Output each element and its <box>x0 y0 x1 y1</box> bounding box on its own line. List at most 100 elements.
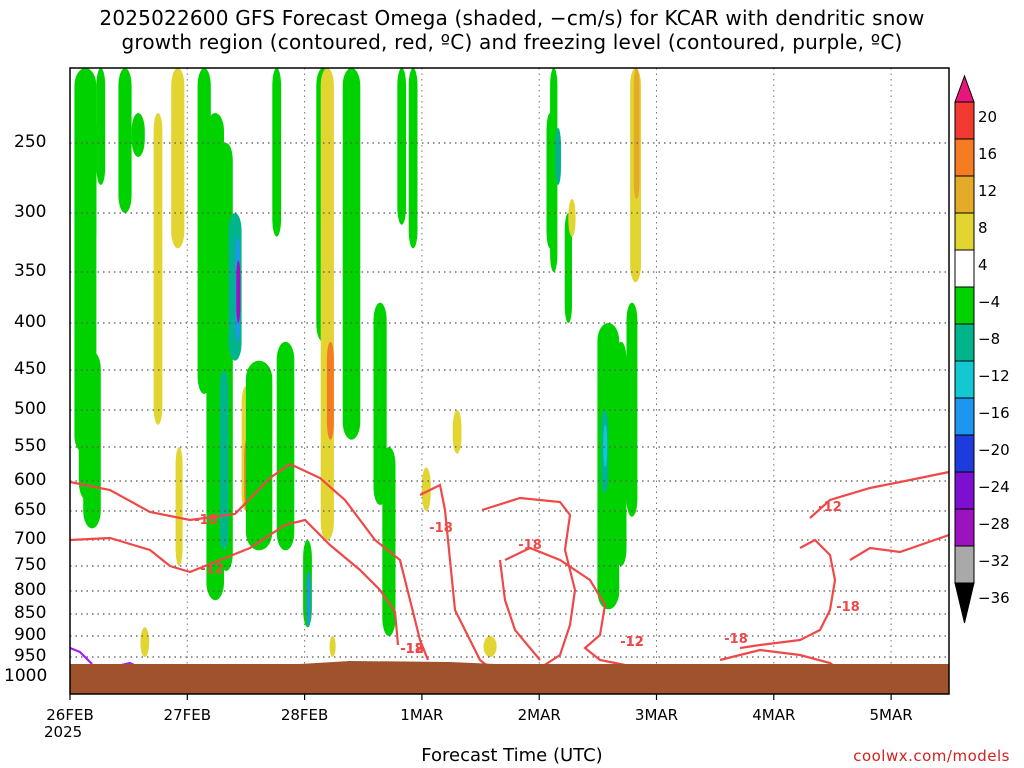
omega-cell-35 <box>140 627 150 657</box>
y-tick-label: 750 <box>14 555 47 575</box>
colorbar-swatch-12 <box>954 508 975 547</box>
omega-cell-36 <box>329 636 336 657</box>
y-tick-label: 250 <box>14 132 47 152</box>
omega-cell-15 <box>236 260 241 323</box>
y-tick-label: 950 <box>14 646 47 666</box>
contour-label-0: -18 <box>194 513 218 528</box>
omega-shading <box>74 68 641 657</box>
y-tick-label: 350 <box>14 261 47 281</box>
colorbar-label: −32 <box>978 552 1010 570</box>
y-tick-label: 400 <box>14 312 47 332</box>
colorbar-swatch-5 <box>954 249 975 288</box>
omega-cell-2 <box>83 351 101 529</box>
colorbar-label: 16 <box>978 145 998 163</box>
red-contour-5 <box>498 559 541 661</box>
x-tick-marks <box>69 694 892 700</box>
colorbar-label: 12 <box>978 182 998 200</box>
y-tick-label: 800 <box>14 580 47 600</box>
omega-cell-9 <box>175 447 183 566</box>
omega-cell-20 <box>276 341 295 551</box>
omega-cell-5 <box>118 68 132 213</box>
omega-cell-42 <box>568 199 576 237</box>
colorbar-label: −20 <box>978 441 1010 459</box>
colorbar-swatch-11 <box>954 471 975 510</box>
colorbar-label: −8 <box>978 330 1001 348</box>
colorbar-swatch-2 <box>954 138 975 177</box>
red-contour-8 <box>849 533 950 561</box>
colorbar-swatch-10 <box>954 434 975 473</box>
contour-label-9: -18 <box>400 642 424 657</box>
contour-label-4: -18 <box>518 538 542 553</box>
credit-link[interactable]: coolwx.com/models <box>853 747 1010 765</box>
red-contour-0 <box>69 462 430 661</box>
colorbar-label: −12 <box>978 367 1010 385</box>
omega-cell-43 <box>597 323 620 610</box>
x-tick-label: 5MAR <box>869 706 913 724</box>
colorbar-swatch-1 <box>954 101 975 140</box>
chart-title-line-1: 2025022600 GFS Forecast Omega (shaded, −… <box>99 6 925 30</box>
chart-title-line-2: growth region (contoured, red, ºC) and f… <box>121 30 903 54</box>
omega-cell-25 <box>320 68 334 540</box>
colorbar-swatch-3 <box>954 175 975 214</box>
omega-cell-41 <box>564 213 572 323</box>
colorbar-label: 4 <box>978 256 988 274</box>
contour-label-1: -12 <box>200 562 224 577</box>
colorbar-label: 8 <box>978 219 988 237</box>
omega-cell-45 <box>603 424 608 468</box>
purple-contour-0 <box>69 646 93 665</box>
omega-cell-29 <box>382 447 396 636</box>
plot-frame <box>69 67 950 695</box>
x-tick-label: 26FEB <box>46 706 94 724</box>
contour-label-5: -12 <box>620 635 644 650</box>
y-tick-label: 550 <box>14 436 47 456</box>
colorbar-swatch-13 <box>954 545 975 584</box>
colorbar-label: −36 <box>978 589 1010 607</box>
red-contour-2 <box>419 483 491 669</box>
omega-cell-21 <box>272 68 282 237</box>
y-tick-label: 300 <box>14 202 47 222</box>
omega-cell-19 <box>245 360 273 551</box>
x-tick-label: 4MAR <box>752 706 796 724</box>
y-tick-label: 700 <box>14 529 47 549</box>
omega-cell-40 <box>555 128 561 185</box>
omega-cell-32 <box>421 467 431 511</box>
contour-label-10: -12 <box>620 635 644 650</box>
x-tick-label: 1MAR <box>400 706 444 724</box>
contour-label-2: -18 <box>429 521 453 536</box>
omega-cell-27 <box>342 68 361 440</box>
omega-cell-34 <box>483 636 497 657</box>
colorbar <box>954 74 975 624</box>
x-axis-title: Forecast Time (UTC) <box>421 745 603 766</box>
colorbar-swatch-6 <box>954 286 975 325</box>
x-tick-label: 28FEB <box>280 706 329 724</box>
omega-cell-16 <box>219 370 229 551</box>
omega-cell-23 <box>306 571 311 628</box>
red-contour-4 <box>504 546 626 667</box>
red-contour-7 <box>739 538 837 650</box>
colorbar-swatch-8 <box>954 360 975 399</box>
omega-cell-8 <box>171 68 185 249</box>
contour-labels: -18-12-18-12-18-12 -18-12-18-18 -12 <box>194 500 860 657</box>
omega-cell-46 <box>615 341 627 566</box>
x-tick-label: 2MAR <box>517 706 561 724</box>
omega-cell-28 <box>373 302 387 505</box>
contour-label-7: -12 <box>818 500 842 515</box>
colorbar-label: 20 <box>978 108 998 126</box>
x-tick-label: 27FEB <box>163 706 212 724</box>
colorbar-label: −24 <box>978 478 1010 496</box>
omega-cell-4 <box>96 68 106 185</box>
red-contour-3 <box>481 496 577 669</box>
colorbar-swatch-7 <box>954 323 975 362</box>
omega-cell-26 <box>326 341 334 440</box>
omega-cell-33 <box>452 410 462 454</box>
contour-label-8: -18 <box>836 600 860 615</box>
contour-label-3: -12 <box>400 642 424 657</box>
colorbar-swatch-4 <box>954 212 975 251</box>
colorbar-bottom-arrow <box>954 582 975 624</box>
y-tick-label: 850 <box>14 603 47 623</box>
x-axis-year: 2025 <box>44 723 83 741</box>
colorbar-label: −16 <box>978 404 1010 422</box>
colorbar-label: −4 <box>978 293 1001 311</box>
y-tick-label: 500 <box>14 399 47 419</box>
